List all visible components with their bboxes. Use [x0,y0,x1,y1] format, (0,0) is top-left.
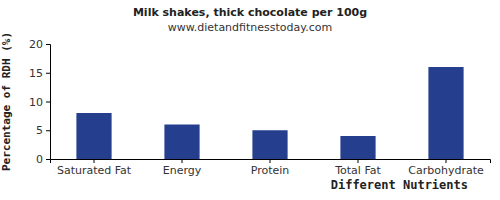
y-tick: 10 [29,96,50,109]
x-tick-mark [182,159,183,163]
title: Milk shakes, thick chocolate per 100g [133,6,367,19]
x-axis-title: Different Nutrients [331,178,468,192]
y-tick-mark [46,73,50,74]
x-axis: Saturated Fat Energy Protein Total Fat Carbo… [51,159,491,177]
subtitle: www.dietandfitnesstoday.com [168,21,332,34]
x-tick: Energy [163,159,202,177]
x-tick: Saturated Fat [57,159,132,177]
x-tick-label: Carbohydrate [408,164,484,177]
y-tick-label: 5 [36,124,43,137]
y-tick-label: 15 [29,67,43,80]
x-tick-mark [358,159,359,163]
x-tick-mark [94,159,95,163]
bar [428,67,463,159]
x-tick: Protein [251,159,290,177]
y-tick-mark [46,44,50,45]
x-tick-label: Protein [251,164,290,177]
x-tick-label: Energy [163,164,202,177]
bar [164,125,199,160]
y-tick: 0 [36,153,50,166]
bar [252,130,287,159]
chart: 0 5 10 15 20 Saturated Fat Energy Protein Total … [0,0,500,200]
y-tick-label: 0 [36,153,43,166]
y-axis-line [46,45,51,160]
x-axis-line [51,160,491,164]
y-tick-mark [46,102,50,103]
bar [76,113,111,159]
y-tick-label: 10 [29,96,43,109]
y-axis: 0 5 10 15 20 [29,38,51,166]
x-tick: Carbohydrate [408,159,484,177]
bars [76,67,463,159]
y-tick: 20 [29,38,50,51]
x-tick-label: Total Fat [334,164,381,177]
y-tick-mark [46,159,50,160]
bar [340,136,375,159]
x-tick-mark [270,159,271,163]
x-tick-mark [446,159,447,163]
y-axis-title: Percentage of RDH (%) [0,32,13,171]
x-tick-label: Saturated Fat [57,164,132,177]
plot: 0 5 10 15 20 Saturated Fat Energy Protein Total … [29,38,491,177]
y-tick-label: 20 [29,38,43,51]
y-tick: 5 [36,124,50,137]
y-tick-mark [46,130,50,131]
y-tick: 15 [29,67,50,80]
x-tick: Total Fat [334,159,381,177]
